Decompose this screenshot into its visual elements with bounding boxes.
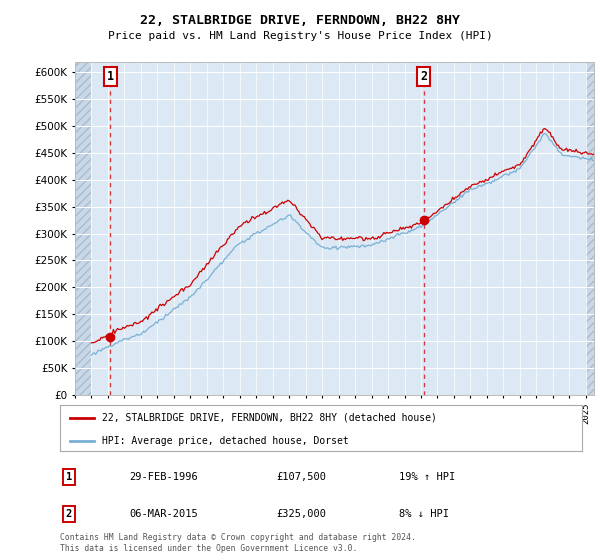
- Text: 22, STALBRIDGE DRIVE, FERNDOWN, BH22 8HY: 22, STALBRIDGE DRIVE, FERNDOWN, BH22 8HY: [140, 14, 460, 27]
- Text: 19% ↑ HPI: 19% ↑ HPI: [399, 472, 455, 482]
- Text: HPI: Average price, detached house, Dorset: HPI: Average price, detached house, Dors…: [102, 436, 349, 446]
- Text: 1: 1: [107, 70, 114, 83]
- Text: £107,500: £107,500: [276, 472, 326, 482]
- Bar: [586, 62, 594, 395]
- Text: 1: 1: [66, 472, 72, 482]
- Text: 2: 2: [421, 70, 428, 83]
- Text: £325,000: £325,000: [276, 509, 326, 519]
- Text: Contains HM Land Registry data © Crown copyright and database right 2024.
This d: Contains HM Land Registry data © Crown c…: [60, 533, 416, 553]
- Text: 06-MAR-2015: 06-MAR-2015: [129, 509, 198, 519]
- Text: 22, STALBRIDGE DRIVE, FERNDOWN, BH22 8HY (detached house): 22, STALBRIDGE DRIVE, FERNDOWN, BH22 8HY…: [102, 413, 437, 423]
- Text: Price paid vs. HM Land Registry's House Price Index (HPI): Price paid vs. HM Land Registry's House …: [107, 31, 493, 41]
- Text: 2: 2: [66, 509, 72, 519]
- Text: 8% ↓ HPI: 8% ↓ HPI: [399, 509, 449, 519]
- Bar: [75, 62, 91, 395]
- Text: 29-FEB-1996: 29-FEB-1996: [129, 472, 198, 482]
